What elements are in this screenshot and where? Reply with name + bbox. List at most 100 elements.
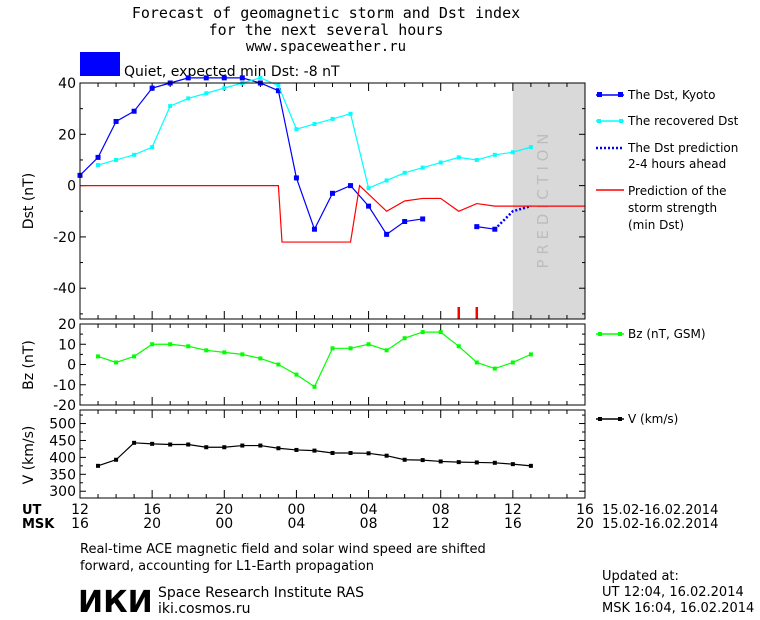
data-point	[330, 346, 335, 351]
data-point	[186, 442, 191, 447]
data-point	[222, 445, 227, 450]
y-tick-label: -10	[53, 378, 76, 394]
date-range-msk: 15.02-16.02.2014	[602, 517, 718, 532]
data-point	[330, 116, 335, 121]
data-point	[240, 443, 245, 448]
data-point	[510, 462, 515, 467]
data-point	[492, 460, 497, 465]
legend: The Dst, Kyoto The recovered Dst The Dst…	[596, 88, 739, 426]
msk-tick-label: 20	[576, 516, 594, 532]
status-color-box	[80, 52, 120, 76]
dst-panel: P R E D I C T I O N 40 20 0 -20 -40 Dst (nT)	[21, 75, 586, 320]
data-point	[510, 360, 515, 365]
data-point	[330, 190, 335, 196]
msk-tick-label: 04	[288, 516, 306, 532]
site-url: www.spaceweather.ru	[246, 39, 406, 55]
y-tick-label: 400	[49, 450, 76, 466]
data-point	[420, 330, 425, 335]
data-point	[312, 448, 317, 453]
data-point	[294, 372, 299, 377]
data-point	[150, 145, 155, 150]
ut-label: UT	[22, 503, 42, 518]
y-tick-label: 300	[49, 484, 76, 500]
data-point	[276, 83, 281, 88]
data-point	[420, 165, 425, 170]
footer-note-line1: Real-time ACE magnetic field and solar w…	[80, 542, 486, 557]
data-point	[276, 362, 281, 367]
data-point	[293, 175, 299, 181]
time-axis: UT MSK 15.02-16.02.2014 15.02-16.02.2014…	[22, 502, 718, 532]
panel-frame	[79, 82, 586, 320]
y-tick-label: -40	[53, 281, 76, 297]
data-point	[348, 183, 354, 189]
data-point	[114, 457, 119, 462]
data-point	[258, 356, 263, 361]
ut-tick-label: 12	[71, 502, 89, 518]
series-line	[493, 204, 532, 231]
data-point	[510, 150, 515, 155]
msk-tick-label: 08	[360, 516, 378, 532]
legend-prediction-line1: The Dst prediction	[627, 141, 738, 155]
data-point	[528, 463, 533, 468]
updated-ut: UT 12:04, 16.02.2014	[602, 585, 744, 600]
y-tick-label: -20	[53, 398, 76, 414]
chart-title-line1: Forecast of geomagnetic storm and Dst in…	[132, 4, 520, 22]
data-point	[168, 104, 173, 109]
data-point	[96, 463, 101, 468]
data-point	[384, 348, 389, 353]
data-point	[456, 155, 461, 160]
data-point	[113, 118, 119, 124]
status-text: Quiet, expected min Dst: -8 nT	[124, 64, 340, 80]
series-line	[476, 226, 495, 230]
legend-recovered-dst: The recovered Dst	[627, 114, 739, 128]
series-line	[80, 184, 585, 243]
ut-tick-label: 00	[288, 502, 306, 518]
msk-label: MSK	[22, 517, 55, 532]
data-point	[348, 346, 353, 351]
data-point	[294, 447, 299, 452]
data-point	[311, 226, 317, 232]
y-tick-label: 20	[58, 317, 76, 333]
data-point	[384, 453, 389, 458]
prediction-label: P R E D I C T I O N	[534, 134, 552, 269]
msk-tick-label: 12	[432, 516, 450, 532]
legend-storm-line3: (min Dst)	[628, 218, 684, 232]
institute-url: iki.cosmos.ru	[158, 601, 250, 617]
data-point	[474, 460, 479, 465]
legend-v: V (km/s)	[628, 412, 678, 426]
y-tick-label: 0	[67, 179, 76, 195]
data-point	[438, 160, 443, 165]
data-point	[168, 442, 173, 447]
data-point	[275, 88, 281, 94]
footer-note-line2: forward, accounting for L1-Earth propaga…	[80, 559, 374, 574]
data-point	[420, 458, 425, 463]
data-point	[474, 360, 479, 365]
msk-tick-label: 16	[504, 516, 522, 532]
data-point	[239, 75, 245, 81]
y-tick-label: -20	[53, 230, 76, 246]
data-point	[204, 445, 209, 450]
ut-tick-label: 16	[576, 502, 594, 518]
data-point	[222, 350, 227, 355]
data-point	[204, 348, 209, 353]
legend-storm-line1: Prediction of the	[628, 184, 727, 198]
data-point	[492, 366, 497, 371]
series-line	[97, 77, 532, 190]
y-tick-label: 0	[67, 358, 76, 374]
data-point	[384, 178, 389, 183]
data-point	[222, 86, 227, 91]
chart-title-line2: for the next several hours	[209, 21, 444, 39]
data-point	[258, 75, 263, 80]
data-point	[474, 224, 480, 230]
data-point	[402, 219, 408, 225]
data-point	[402, 457, 407, 462]
data-point	[96, 163, 101, 168]
data-point	[402, 170, 407, 175]
data-point	[294, 127, 299, 132]
data-point	[348, 111, 353, 116]
ut-tick-label: 20	[215, 502, 233, 518]
msk-tick-label: 00	[215, 516, 233, 532]
data-point	[95, 154, 101, 160]
y-tick-label: 10	[58, 337, 76, 353]
data-point	[258, 443, 263, 448]
